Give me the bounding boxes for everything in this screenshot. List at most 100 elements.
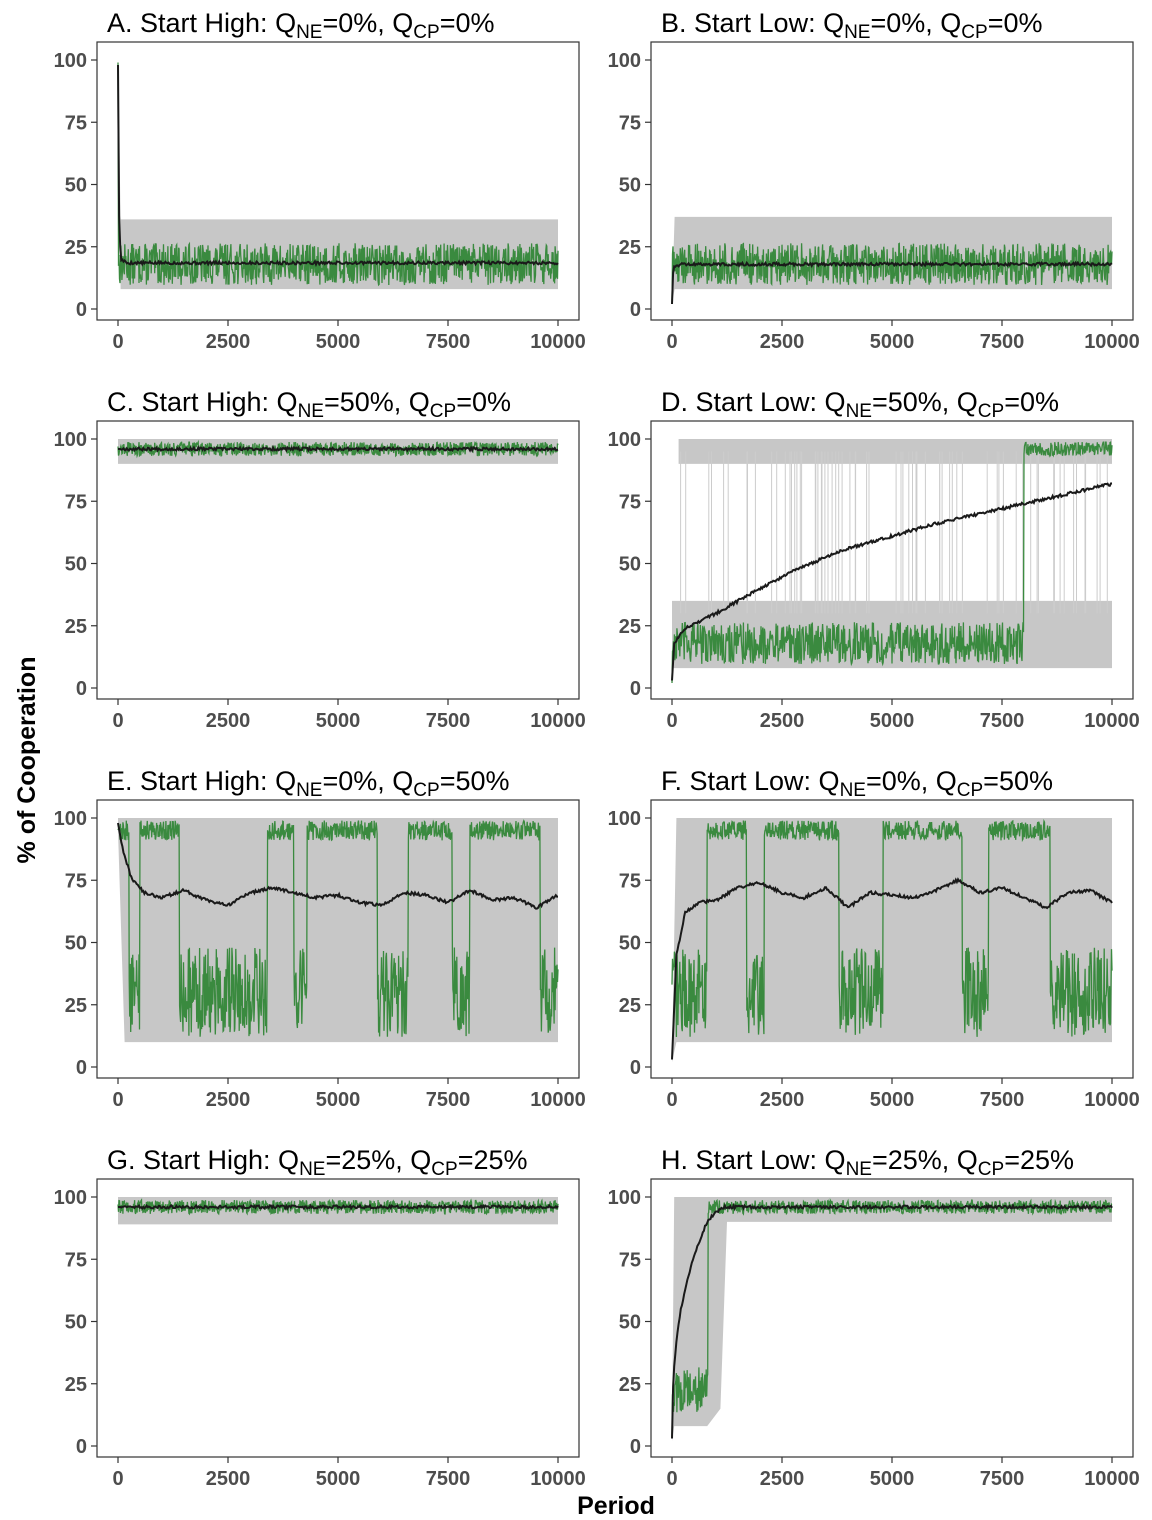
x-tick-label: 10000 [530,331,586,353]
x-tick-label: 0 [666,1089,677,1111]
x-axis-label: Period [577,1492,655,1520]
x-tick-label: 5000 [316,1468,361,1490]
panel-e-title: E. Start High: QNE=0%, QCP=50% [107,766,510,801]
panel-b-title: B. Start Low: QNE=0%, QCP=0% [661,8,1042,43]
y-tick-label: 0 [76,299,87,321]
y-axis-label: % of Cooperation [13,657,41,864]
x-tick-label: 10000 [530,710,586,732]
panel-b-mean-line [671,260,1113,305]
panel-g-mean-line [118,1203,559,1211]
x-tick-label: 10000 [1084,710,1140,732]
panel-f-example-run [671,818,1113,1038]
panel-d-plot [671,439,1113,684]
panel-h-mean-line [671,1202,1113,1439]
panel-f-title: F. Start Low: QNE=0%, QCP=50% [661,766,1053,801]
y-tick-label: 100 [54,808,87,830]
panel-e-plot [117,818,559,1043]
y-tick-label: 100 [608,50,641,72]
y-tick-label: 50 [619,175,641,197]
x-tick-label: 7500 [980,710,1025,732]
panel-g: G. Start High: QNE=25%, QCP=25% 0 25 50 75 10… [54,1145,586,1490]
y-tick-label: 0 [630,678,641,700]
y-tick-label: 75 [65,870,87,892]
y-tick-label: 0 [630,1436,641,1458]
y-tick-label: 25 [619,237,641,259]
x-tick-label: 0 [112,1468,123,1490]
panel-g-example-run [117,1198,559,1216]
x-tick-label: 7500 [980,1089,1025,1111]
y-tick-label: 0 [76,678,87,700]
panel-d-mean-line [671,482,1113,681]
y-tick-label: 75 [65,1249,87,1271]
panel-grid: A. Start High: QNE=0%, QCP=0%02550751000… [54,8,1140,1490]
x-tick-label: 0 [112,331,123,353]
y-tick-label: 0 [630,299,641,321]
x-tick-label: 2500 [206,331,251,353]
panel-b-plot [671,216,1113,305]
y-tick-label: 75 [619,491,641,513]
x-tick-label: 5000 [316,331,361,353]
panel-c-plot [117,439,559,464]
x-tick-label: 0 [666,710,677,732]
y-tick-label: 50 [65,933,87,955]
x-tick-label: 2500 [206,710,251,732]
y-tick-label: 100 [608,429,641,451]
y-tick-label: 25 [619,616,641,638]
x-tick-label: 7500 [426,1089,471,1111]
panel-h-plot [671,1197,1113,1441]
y-tick-label: 75 [619,112,641,134]
x-tick-label: 7500 [980,331,1025,353]
y-tick-label: 25 [65,616,87,638]
panel-h-title: H. Start Low: QNE=25%, QCP=25% [661,1145,1074,1180]
panel-b-example-run [671,242,1113,305]
panel-d-example-run [671,441,1113,684]
panel-e-example-run [117,819,559,1037]
x-tick-label: 10000 [1084,1089,1140,1111]
y-tick-label: 50 [65,554,87,576]
panel-a-plot [117,60,559,290]
x-tick-label: 10000 [1084,331,1140,353]
panel-c-title: C. Start High: QNE=50%, QCP=0% [107,387,511,422]
x-tick-label: 2500 [206,1089,251,1111]
x-tick-label: 2500 [760,710,805,732]
x-tick-label: 5000 [316,1089,361,1111]
x-tick-label: 5000 [870,331,915,353]
y-tick-label: 0 [76,1436,87,1458]
y-tick-label: 75 [65,112,87,134]
y-tick-label: 50 [65,175,87,197]
x-tick-label: 7500 [980,1468,1025,1490]
y-tick-label: 25 [65,995,87,1017]
panel-f: F. Start Low: QNE=0%, QCP=50%02550751000… [608,766,1140,1111]
x-tick-label: 7500 [426,331,471,353]
panel-d-switch-lines [680,451,1108,614]
x-tick-label: 2500 [760,331,805,353]
x-tick-label: 5000 [870,1089,915,1111]
panel-a-mean-line [117,64,559,268]
y-tick-label: 100 [54,429,87,451]
y-tick-label: 25 [65,237,87,259]
panel-a: A. Start High: QNE=0%, QCP=0%02550751000… [54,8,586,353]
x-tick-label: 0 [666,1468,677,1490]
panel-a-title: A. Start High: QNE=0%, QCP=0% [107,8,494,43]
panel-g-title: G. Start High: QNE=25%, QCP=25% [107,1145,528,1180]
panel-h-range-band [672,1197,1112,1441]
x-tick-label: 0 [112,710,123,732]
x-tick-label: 5000 [316,710,361,732]
y-tick-label: 50 [65,1312,87,1334]
panel-h: H. Start Low: QNE=25%, QCP=25% 0 25 50 75 100… [608,1145,1140,1490]
x-tick-label: 0 [112,1089,123,1111]
panel-d: D. Start Low: QNE=50%, QCP=0%02550751000… [608,387,1140,732]
x-tick-label: 10000 [530,1089,586,1111]
x-tick-label: 7500 [426,1468,471,1490]
y-tick-label: 25 [619,995,641,1017]
y-tick-label: 0 [630,1057,641,1079]
x-tick-label: 10000 [530,1468,586,1490]
y-tick-label: 100 [608,808,641,830]
x-tick-label: 7500 [426,710,471,732]
y-tick-label: 100 [54,50,87,72]
x-tick-label: 5000 [870,710,915,732]
x-tick-label: 2500 [760,1468,805,1490]
y-tick-label: 25 [65,1374,87,1396]
panel-h-example-run [671,1198,1113,1439]
